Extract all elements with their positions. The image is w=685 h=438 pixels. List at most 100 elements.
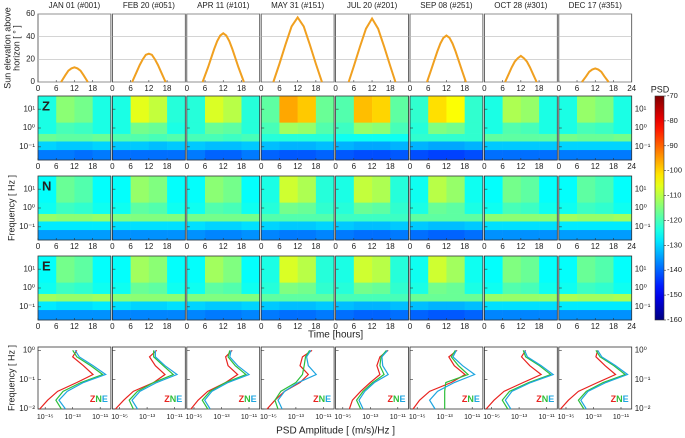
legend-entry: Z [611,394,617,404]
psd-cell [613,202,632,214]
psd-cell [205,221,224,231]
x-tick-label: 12 [219,322,228,331]
psd-cell [390,256,409,283]
psd-cell [613,309,632,321]
psd-cell [38,229,57,241]
x-tick-label: 6 [352,322,357,331]
psd-cell [577,309,596,321]
psd-cell [38,202,57,214]
psd-cell [241,256,260,283]
psd-cell [279,256,298,283]
psd-cell [372,282,391,294]
psd-cell [520,96,540,123]
psd-cell [148,213,168,222]
psd-cell [595,202,614,214]
psd-cell [410,301,429,311]
psd-cell [315,221,335,231]
x-tick-label: 0 [259,84,264,93]
psd-cell [484,176,503,203]
x-tick-label: 18 [237,162,246,171]
psd-cell [92,141,112,151]
psd-cell [112,202,131,214]
legend-entry: E [325,394,331,404]
psd-cell [372,202,391,214]
psd-cell [410,282,429,294]
x-tick-label: 12 [70,162,79,171]
colorbar-title: PSD [651,84,670,94]
legend-entry: E [176,394,182,404]
psd-cell [577,293,596,302]
psd-cell [464,133,484,142]
psd-cell [297,229,317,241]
psd-cell [148,293,168,302]
psd-cell [279,149,298,161]
psd-cell [241,293,260,302]
y-tick-label: 10⁰ [635,283,647,292]
psd-cell [558,133,578,142]
x-tick-label: 12 [368,84,377,93]
psd-cell [56,229,75,241]
psd-cell [279,202,298,214]
psd-cell [279,213,298,222]
x-tick-label: 6 [203,322,208,331]
psd-cell [130,122,150,134]
psd-cell [241,309,260,321]
psd-cell [428,309,447,321]
psd-cell [446,301,465,311]
legend-entry: Z [387,394,393,404]
psd-cell [410,229,429,241]
psd-cell [577,229,596,241]
psd-cell [315,282,335,294]
psd-cell [74,122,93,134]
psd-line [55,350,104,410]
psd-cell [261,256,280,283]
psd-cell [38,301,57,311]
x-tick-label: 12 [591,84,600,93]
psd-cell [372,149,391,161]
psd-cell [223,282,242,294]
x-tick-label: 0 [333,84,338,93]
psd-cell [390,309,409,321]
x-tick-label: 12 [516,84,525,93]
psd-cell [223,213,242,222]
y-tick-label: 10⁰ [635,345,647,354]
y-tick-label: 10⁻¹ [635,375,651,384]
psd-cell [558,149,578,161]
x-tick-label: 0 [259,322,264,331]
psd-cell [502,141,522,151]
psd-cell [539,221,558,231]
psd-cell [186,301,206,311]
y-tick-label: 10¹ [23,264,35,273]
psd-cell [279,229,298,241]
y-tick-label: 10⁰ [23,345,35,354]
x-tick-label: 6 [277,162,282,171]
psd-cell [279,309,298,321]
psd-line [444,350,470,409]
y-tick-label: 10⁰ [23,283,35,292]
psd-cell [148,282,168,294]
psd-cell [446,96,465,123]
psd-cell [130,176,150,203]
psd-cell [56,309,75,321]
psd-cell [92,221,112,231]
x-tick-label: 18 [88,84,97,93]
psd-cell [577,221,596,231]
psd-cell [56,213,75,222]
y-tick-label: 10⁻¹ [19,142,35,151]
psd-cell [558,229,578,241]
psd-cell [446,141,465,151]
psd-cell [520,202,540,214]
x-tick-label: 6 [128,242,133,251]
psd-cell [595,149,614,161]
psd-cell [558,96,578,123]
psd-cell [315,293,335,302]
colorbar-tick-label: -150 [667,290,682,299]
component-legend: ZNE [164,394,182,404]
psd-cell [372,293,391,302]
psd-cell [372,96,391,123]
x-tick-label: 6 [575,84,580,93]
psd-cell [335,282,355,294]
psd-cell [539,309,558,321]
psd-cell [464,309,484,321]
